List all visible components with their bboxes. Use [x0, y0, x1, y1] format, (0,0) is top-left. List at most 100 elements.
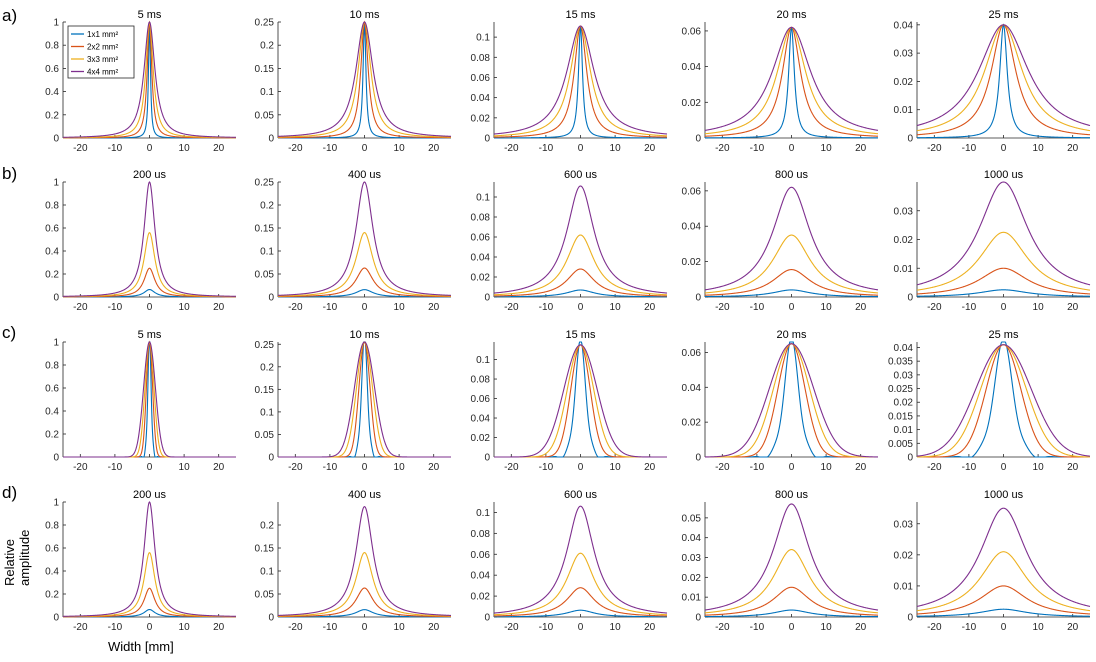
panel-0-0: 5 ms -20 -10 0 10 20 0 0.2 0.4 0.6 0.8 1	[45, 9, 237, 154]
panel-title: 600 us	[564, 169, 598, 181]
x-tick-label: -20	[504, 143, 519, 154]
row-label-d: d)	[2, 483, 18, 502]
y-tick-label: 0	[695, 453, 701, 464]
series-line-2	[916, 267, 1091, 295]
y-tick-label: 1	[53, 498, 59, 509]
x-tick-label: -10	[750, 462, 765, 473]
panel-title: 400 us	[348, 489, 382, 501]
y-tick-label: 0.8	[45, 201, 59, 212]
y-tick-label: 0.2	[45, 110, 59, 121]
series-line-4	[493, 505, 668, 614]
series-line-2	[278, 341, 451, 458]
y-tick-label: 0.06	[471, 550, 491, 561]
panel-1-4: 1000 us -20 -10 0 10 20 0 0.01 0.02 0.03	[894, 169, 1091, 313]
y-tick-label: 0.02	[682, 573, 702, 584]
panel-2-3: 20 ms -20 -10 0 10 20 0 0.02 0.04 0.06	[682, 329, 878, 473]
y-tick-label: 0.15	[255, 385, 275, 396]
y-tick-label: 0	[907, 453, 913, 464]
y-tick-label: 0.05	[255, 270, 275, 281]
y-tick-label: 0	[53, 613, 59, 624]
y-tick-label: 0.02	[682, 98, 702, 109]
y-tick-label: 0.2	[260, 41, 274, 52]
y-tick-label: 0.02	[894, 235, 914, 246]
y-tick-label: 0.04	[471, 571, 491, 582]
x-tick-label: 10	[394, 622, 406, 633]
y-tick-label: 0.02	[471, 113, 491, 124]
row-label-c: c)	[2, 323, 17, 342]
y-tick-label: 0.1	[476, 33, 490, 44]
y-tick-label: 0.06	[471, 394, 491, 405]
series-line-4	[277, 181, 452, 296]
series-line-4	[705, 343, 878, 458]
y-tick-label: 0.04	[682, 533, 702, 544]
y-tick-label: 0	[484, 613, 490, 624]
series-line-3	[63, 551, 236, 618]
y-tick-label: 0.15	[255, 224, 275, 235]
series-line-3	[704, 234, 879, 294]
series-line-4	[277, 505, 452, 616]
series-line-4	[916, 344, 1091, 457]
y-tick-label: 0.2	[45, 270, 59, 281]
x-tick-label: -20	[73, 462, 88, 473]
panel-3-0: 200 us -20 -10 0 10 20 0 0.2 0.4 0.6 0.8 1	[45, 489, 237, 633]
panel-title: 800 us	[775, 169, 809, 181]
panel-1-0: 200 us -20 -10 0 10 20 0 0.2 0.4 0.6 0.8 1	[45, 169, 237, 313]
series-line-4	[704, 26, 879, 131]
panel-0-2: 15 ms -20 -10 0 10 20 0 0.02 0.04 0.06 0.08 0.1	[471, 9, 668, 154]
y-tick-label: 0.08	[471, 529, 491, 540]
x-tick-label: -20	[504, 302, 519, 313]
y-tick-label: 0.2	[45, 590, 59, 601]
x-tick-label: 20	[855, 462, 867, 473]
y-tick-label: 0	[484, 293, 490, 304]
series-line-4	[493, 185, 668, 294]
x-tick-label: 10	[179, 622, 191, 633]
y-tick-label: 1	[53, 338, 59, 349]
x-tick-label: 20	[213, 302, 225, 313]
y-tick-label: 0	[907, 293, 913, 304]
x-tick-label: 20	[855, 622, 867, 633]
series-line-3	[277, 232, 452, 297]
series-line-1	[494, 609, 667, 618]
series-line-3	[278, 341, 451, 458]
x-tick-label: 0	[1001, 143, 1007, 154]
series-line-1	[917, 23, 1090, 139]
series-line-1	[278, 21, 451, 139]
y-tick-label: 0	[695, 613, 701, 624]
x-tick-label: 0	[789, 302, 795, 313]
panel-title: 25 ms	[989, 9, 1019, 21]
y-tick-label: 0.06	[682, 186, 702, 197]
y-tick-label: 0.4	[45, 87, 59, 98]
series-line-2	[277, 267, 452, 298]
x-tick-label: 10	[821, 622, 833, 633]
legend-label-1: 1x1 mm²	[87, 30, 118, 39]
x-tick-label: 20	[428, 462, 440, 473]
panel-0-1: 10 ms -20 -10 0 10 20 0 0.05 0.1 0.15 0.2 0.25	[255, 9, 452, 154]
panel-1-3: 800 us -20 -10 0 10 20 0 0.02 0.04 0.06	[682, 169, 879, 313]
y-tick-label: 0.1	[260, 247, 274, 258]
panel-title: 20 ms	[777, 329, 807, 341]
y-tick-label: 0.04	[894, 20, 914, 31]
x-tick-label: -10	[750, 302, 765, 313]
y-tick-label: 0.02	[471, 592, 491, 603]
series-line-2	[63, 340, 236, 458]
panel-title: 5 ms	[138, 329, 162, 341]
x-tick-label: 10	[179, 143, 191, 154]
series-line-1	[916, 608, 1091, 617]
x-tick-label: 20	[1067, 622, 1079, 633]
series-line-1	[63, 341, 236, 458]
series-line-3	[63, 231, 236, 298]
y-tick-label: 0.1	[476, 508, 490, 519]
series-line-4	[62, 501, 237, 617]
series-line-3	[493, 234, 668, 296]
y-tick-label: 0.03	[894, 206, 914, 217]
y-tick-label: 0.1	[260, 567, 274, 578]
y-tick-label: 0.01	[894, 425, 914, 436]
series-line-4	[63, 21, 236, 138]
panel-0-3: 20 ms -20 -10 0 10 20 0 0.02 0.04 0.06	[682, 9, 879, 154]
y-tick-label: 0.8	[45, 361, 59, 372]
y-tick-label: 0	[907, 134, 913, 145]
series-line-2	[63, 267, 236, 298]
panel-2-1: 10 ms -20 -10 0 10 20 0 0.05 0.1 0.15 0.2 0.25	[255, 329, 451, 473]
y-tick-label: 0.04	[471, 414, 491, 425]
x-tick-label: -10	[750, 622, 765, 633]
